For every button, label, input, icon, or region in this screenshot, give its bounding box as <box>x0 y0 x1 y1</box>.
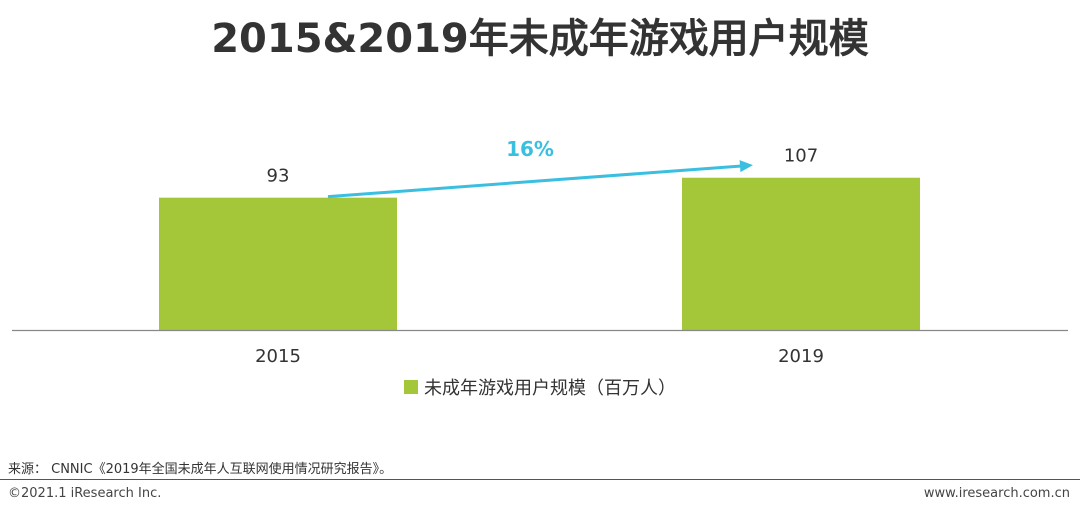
source-note: 来源： CNNIC《2019年全国未成年人互联网使用情况研究报告》。 <box>8 462 393 477</box>
data-label-2019: 107 <box>784 146 818 167</box>
website-link: www.iresearch.com.cn <box>923 486 1070 501</box>
growth-rate-label: 16% <box>506 137 554 161</box>
copyright-text: ©2021.1 iResearch Inc. <box>8 486 162 501</box>
x-tick-2019: 2019 <box>778 346 824 367</box>
bar-chart: 93 2015 107 2019 16% <box>12 137 1068 367</box>
x-tick-2015: 2015 <box>255 346 301 367</box>
legend-label: 未成年游戏用户规模（百万人） <box>424 378 676 399</box>
legend-swatch <box>404 380 418 394</box>
growth-arrow-head <box>739 160 753 173</box>
chart-title: 2015&2019年未成年游戏用户规模 <box>211 16 869 62</box>
bar-2015 <box>159 197 397 330</box>
legend: 未成年游戏用户规模（百万人） <box>404 375 676 399</box>
growth-arrow-line <box>327 164 746 199</box>
data-label-2015: 93 <box>267 166 290 187</box>
footer-divider <box>0 479 1080 480</box>
bar-2019 <box>682 177 920 330</box>
